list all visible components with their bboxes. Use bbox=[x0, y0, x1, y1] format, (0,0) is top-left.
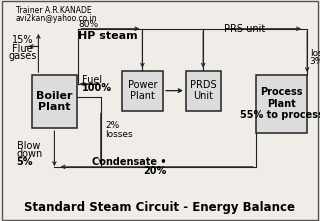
Text: Fuel: Fuel bbox=[82, 74, 102, 85]
Text: Process
Plant
55% to process: Process Plant 55% to process bbox=[240, 87, 320, 120]
Text: 3%: 3% bbox=[310, 57, 320, 66]
Text: 80%: 80% bbox=[78, 20, 99, 29]
Text: Trainer A.R.KANADE: Trainer A.R.KANADE bbox=[16, 6, 92, 15]
Text: gases: gases bbox=[8, 51, 36, 61]
FancyBboxPatch shape bbox=[186, 71, 221, 110]
Text: losses: losses bbox=[106, 130, 133, 139]
Text: Flue: Flue bbox=[12, 44, 33, 54]
Text: Standard Steam Circuit - Energy Balance: Standard Steam Circuit - Energy Balance bbox=[25, 201, 295, 214]
Text: Boiler
Plant: Boiler Plant bbox=[36, 91, 73, 112]
Text: 100%: 100% bbox=[82, 83, 112, 93]
Text: Blow: Blow bbox=[17, 141, 40, 151]
Text: PRS unit: PRS unit bbox=[224, 24, 265, 34]
Text: 5%: 5% bbox=[17, 157, 33, 168]
Text: HP steam: HP steam bbox=[78, 31, 138, 41]
Text: 15%: 15% bbox=[12, 35, 33, 45]
Text: down: down bbox=[17, 149, 43, 159]
FancyBboxPatch shape bbox=[256, 75, 307, 133]
Text: avi2kan@yahoo.co.in: avi2kan@yahoo.co.in bbox=[16, 14, 98, 23]
Text: Condensate •: Condensate • bbox=[92, 157, 166, 168]
Text: Power
Plant: Power Plant bbox=[128, 80, 157, 101]
Text: 20%: 20% bbox=[143, 166, 166, 176]
Text: 2%: 2% bbox=[106, 122, 120, 130]
FancyBboxPatch shape bbox=[122, 71, 163, 110]
FancyBboxPatch shape bbox=[32, 75, 77, 128]
Text: losses: losses bbox=[310, 49, 320, 57]
Text: PRDS
Unit: PRDS Unit bbox=[190, 80, 217, 101]
